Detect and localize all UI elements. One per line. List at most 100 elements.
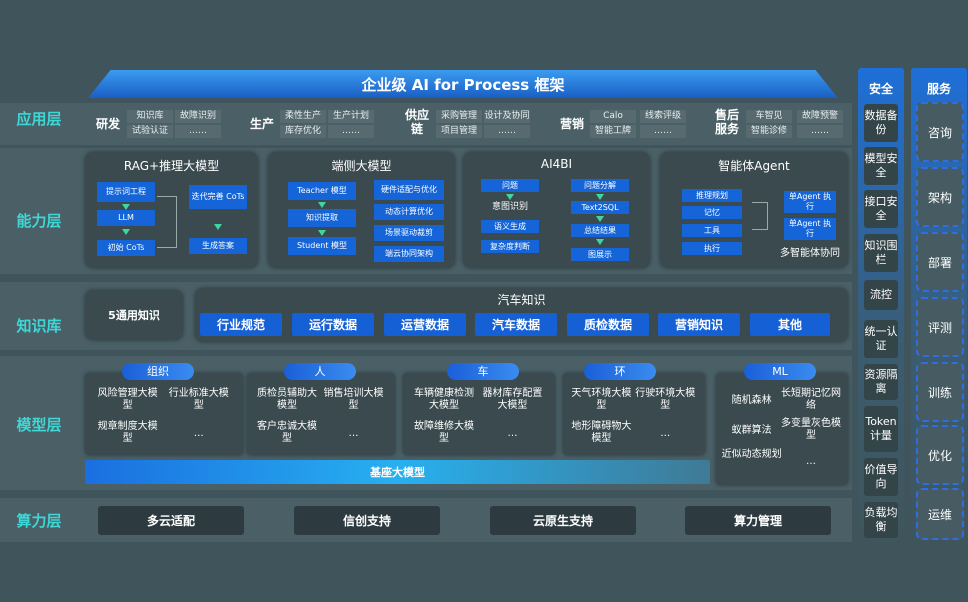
box: 单Agent 执行 [784,191,836,213]
model-item: 随机森林 [731,395,772,406]
arrow-down-icon [506,194,514,200]
model-item: … [660,428,671,439]
arrow-down-icon [596,216,604,222]
box: 生成答案 [189,238,247,254]
box: Text2SQL [571,201,629,214]
app-item: 故障识别 [175,110,221,123]
card-title: AI4BI [540,157,573,171]
model-item: 蚁群算法 [731,425,772,436]
app-item: …… [640,125,686,138]
arrow-down-icon [122,229,130,235]
service-item: 优化 [916,425,964,485]
model-item: 销售培训大模型 [323,388,384,411]
arrow-down-icon [122,204,130,210]
knowledge-item: 汽车数据 [475,313,557,336]
box: 知识提取 [288,209,356,227]
service-item: 运维 [916,488,964,540]
box: 推理规划 [682,189,742,202]
caption: 多智能体协同 [780,248,840,259]
app-item: 智能诊修 [746,125,792,138]
compute-item: 多云适配 [98,506,244,535]
box: 复杂度判断 [481,240,539,253]
security-item: Token计量 [864,406,898,452]
box: 语义生成 [481,220,539,233]
app-item: 项目管理 [436,125,482,138]
card-edge: 端侧大模型 Teacher 模型 知识提取 Student 模型 硬件适配与优化… [268,152,455,268]
box: 工具 [682,224,742,237]
app-item: Calo [590,110,636,123]
model-item: 客户忠诚大模型 [256,421,317,444]
app-item: 车智见 [746,110,792,123]
app-item: 柔性生产 [280,110,326,123]
service-item: 部署 [916,232,964,292]
arrow-down-icon [596,194,604,200]
model-item: 器材库存配置大模型 [482,388,543,411]
card-agent: 智能体Agent 推理规划 记忆 工具 执行 单Agent 执行 单Agent … [660,152,848,268]
model-group-pill: 人 [284,363,356,380]
model-card [403,373,555,455]
model-item: 规章制度大模型 [97,421,158,444]
model-item: 故障维修大模型 [414,421,475,444]
box: 硬件适配与优化 [374,180,444,200]
service-item: 咨询 [916,102,964,162]
compute-item: 信创支持 [294,506,440,535]
model-group-pill: 组织 [122,363,194,380]
model-item: 车辆健康检测大模型 [414,388,475,411]
arrow-down-icon [596,239,604,245]
model-item: … [193,428,204,439]
general-knowledge: 5通用知识 [85,290,183,340]
security-item: 接口安全 [864,190,898,228]
card-title: 智能体Agent [718,159,790,173]
security-item: 价值导向 [864,458,898,496]
app-group-label: 售后服务 [714,108,739,136]
security-item: 负载均衡 [864,502,898,538]
box: 初始 CoTs [97,240,155,256]
model-card [247,373,395,455]
model-group-pill: ML [744,363,816,380]
security-item: 模型安全 [864,147,898,185]
box: 端云协同架构 [374,246,444,262]
card-rag: RAG+推理大模型 提示词工程 LLM 初始 CoTs 迭代完善 CoTs 生成… [85,152,258,268]
model-item: 长短期记忆网络 [781,388,842,411]
box: 提示词工程 [97,182,155,202]
app-group-label: 营销 [559,117,584,131]
box: 执行 [682,242,742,255]
base-model-bar: 基座大模型 [85,460,710,484]
box: Teacher 模型 [288,182,356,200]
app-item: …… [797,125,843,138]
model-item: … [507,428,518,439]
box: 动态计算优化 [374,204,444,220]
box: Student 模型 [288,237,356,255]
box: 总结结果 [571,224,629,237]
layer-label-capability: 能力层 [16,212,62,230]
app-group-label: 研发 [95,117,120,131]
card-title: RAG+推理大模型 [123,159,220,173]
box: 场景驱动裁剪 [374,225,444,241]
arrow-down-icon [318,230,326,236]
layer-label-model: 模型层 [16,416,62,434]
model-item: 多变量灰色模型 [781,418,842,441]
app-item: 试验认证 [127,125,173,138]
model-group-pill: 环 [584,363,656,380]
compute-item: 云原生支持 [490,506,636,535]
services-title: 服务 [926,82,951,96]
box: 单Agent 执行 [784,218,836,240]
service-item: 训练 [916,362,964,422]
box: 迭代完善 CoTs [189,185,247,209]
security-item: 知识围栏 [864,234,898,272]
model-item: 风险管理大模型 [97,388,158,411]
connector [157,196,177,248]
arrow-down-icon [318,202,326,208]
knowledge-item: 其他 [750,313,830,336]
app-item: …… [328,125,374,138]
card-title: 端侧大模型 [331,159,392,173]
security-title: 安全 [868,82,893,96]
service-item: 架构 [916,167,964,227]
knowledge-item: 运行数据 [292,313,374,336]
model-item: 近似动态规划 [721,449,782,460]
app-group-label: 供应链 [404,108,429,136]
app-item: 线索评级 [640,110,686,123]
arrow-down-icon [214,224,222,230]
knowledge-item: 营销知识 [658,313,740,336]
panel-title: 汽车知识 [497,293,546,307]
